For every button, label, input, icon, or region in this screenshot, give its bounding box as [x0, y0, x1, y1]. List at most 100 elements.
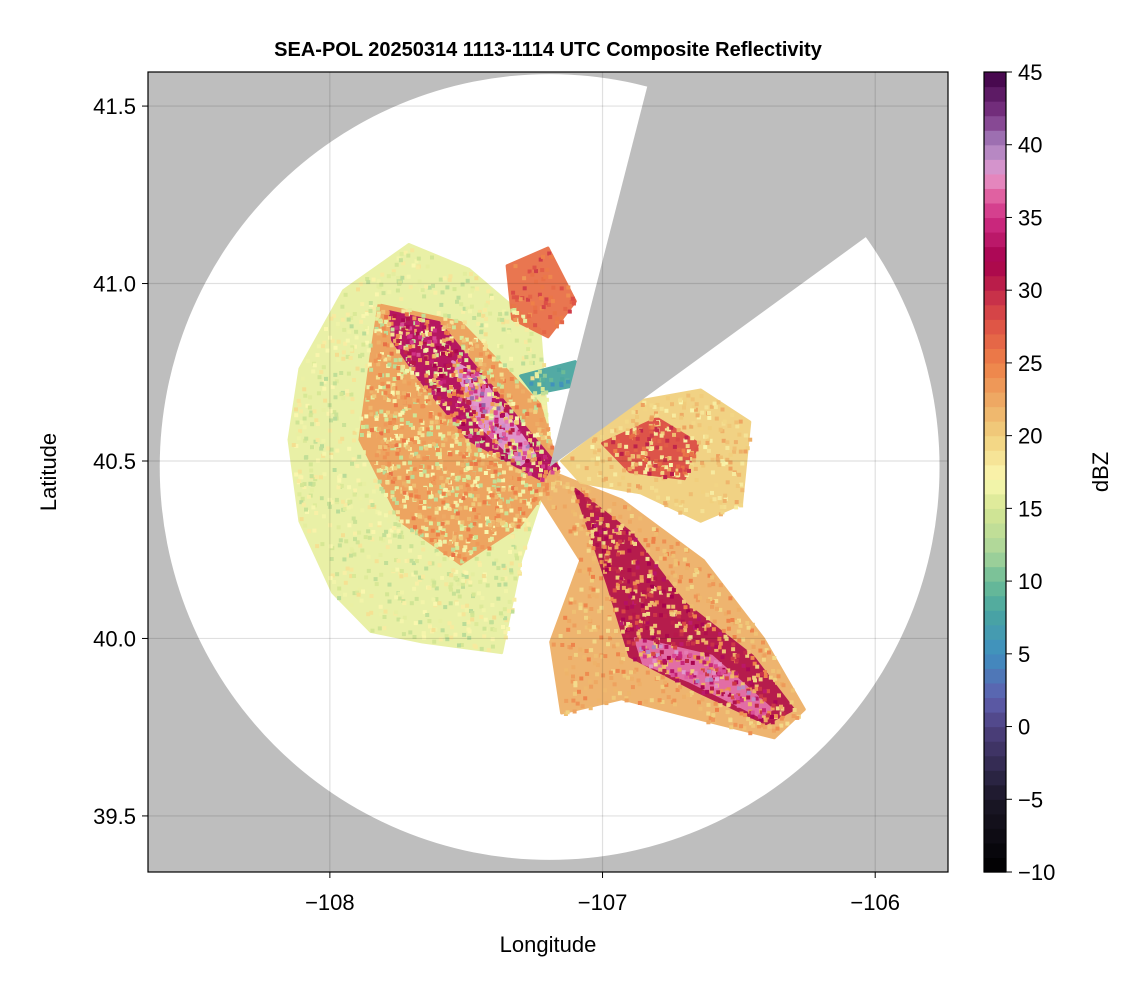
echo-cell	[353, 537, 357, 542]
echo-cell	[432, 639, 437, 644]
echo-cell	[341, 356, 346, 361]
echo-cell	[513, 318, 518, 322]
echo-cell	[538, 492, 543, 497]
echo-cell	[515, 468, 520, 473]
echo-cell	[593, 527, 598, 532]
echo-cell	[399, 433, 404, 438]
echo-cell	[352, 591, 357, 596]
echo-cell	[543, 301, 548, 306]
x-tick-label: −108	[305, 890, 355, 915]
echo-cell	[526, 314, 531, 319]
echo-cell	[690, 669, 695, 674]
echo-cell	[427, 332, 432, 336]
echo-cell	[322, 451, 327, 456]
echo-cell	[763, 674, 768, 678]
echo-cell	[462, 478, 467, 482]
echo-cell	[604, 536, 609, 541]
echo-cell	[633, 410, 638, 414]
y-axis: 39.540.040.541.041.5	[93, 94, 148, 829]
echo-cell	[628, 536, 632, 541]
echo-cell	[359, 433, 364, 437]
echo-cell	[367, 505, 372, 510]
echo-cell	[434, 597, 439, 602]
echo-cell	[739, 711, 744, 716]
echo-cell	[653, 423, 658, 428]
echo-cell	[385, 460, 389, 465]
echo-cell	[717, 496, 722, 500]
echo-cell	[593, 523, 598, 528]
echo-cell	[660, 660, 665, 665]
echo-cell	[425, 361, 430, 365]
echo-cell	[519, 498, 524, 503]
echo-cell	[716, 460, 721, 465]
echo-cell	[391, 382, 396, 387]
echo-cell	[414, 513, 419, 518]
echo-cell	[495, 518, 500, 523]
echo-cell	[383, 396, 387, 400]
echo-cell	[405, 368, 409, 373]
echo-cell	[544, 470, 548, 475]
echo-cell	[593, 653, 598, 658]
echo-cell	[431, 583, 436, 588]
echo-cell	[650, 584, 655, 589]
echo-cell	[608, 534, 613, 539]
echo-cell	[425, 320, 430, 324]
echo-cell	[444, 501, 449, 506]
echo-cell	[678, 654, 683, 659]
echo-cell	[305, 403, 310, 408]
echo-cell	[705, 656, 710, 661]
echo-cell	[441, 351, 445, 356]
echo-cell	[407, 471, 412, 476]
echo-cell	[706, 437, 711, 442]
echo-cell	[422, 500, 427, 504]
echo-cell	[491, 377, 495, 382]
echo-cell	[639, 428, 644, 433]
echo-cell	[478, 579, 483, 584]
echo-cell	[518, 317, 523, 322]
echo-cell	[432, 353, 437, 358]
echo-cell	[708, 677, 713, 682]
echo-cell	[495, 399, 500, 404]
echo-cell	[511, 486, 516, 491]
echo-cell	[487, 392, 492, 397]
echo-cell	[571, 698, 576, 703]
echo-cell	[473, 389, 478, 394]
echo-cell	[455, 419, 460, 424]
echo-cell	[457, 520, 462, 525]
echo-cell	[597, 537, 602, 542]
echo-cell	[445, 637, 450, 642]
echo-cell	[753, 708, 757, 713]
echo-cell	[739, 698, 744, 703]
echo-cell	[390, 490, 395, 495]
echo-cell	[372, 394, 377, 399]
echo-cell	[588, 586, 593, 591]
echo-cell	[447, 277, 452, 282]
echo-cell	[332, 410, 337, 415]
echo-cell	[758, 677, 763, 682]
echo-cell	[541, 482, 546, 487]
echo-cell	[468, 309, 472, 314]
echo-cell	[462, 622, 467, 626]
echo-cell	[530, 395, 535, 400]
echo-cell	[421, 574, 425, 579]
echo-cell	[477, 397, 482, 402]
echo-cell	[444, 415, 449, 420]
echo-cell	[474, 372, 479, 377]
echo-cell	[683, 397, 687, 402]
echo-cell	[647, 460, 652, 465]
echo-cell	[443, 313, 448, 318]
echo-cell	[411, 344, 416, 349]
echo-cell	[498, 312, 503, 317]
echo-cell	[684, 435, 689, 440]
echo-cell	[466, 627, 471, 632]
echo-cell	[629, 670, 633, 675]
echo-cell	[676, 614, 681, 619]
echo-cell	[747, 702, 752, 707]
echo-cell	[624, 625, 629, 630]
echo-cell	[445, 503, 450, 508]
echo-cell	[632, 431, 637, 436]
echo-cell	[476, 430, 481, 435]
echo-cell	[443, 605, 448, 610]
echo-cell	[547, 443, 552, 448]
echo-cell	[490, 603, 495, 607]
